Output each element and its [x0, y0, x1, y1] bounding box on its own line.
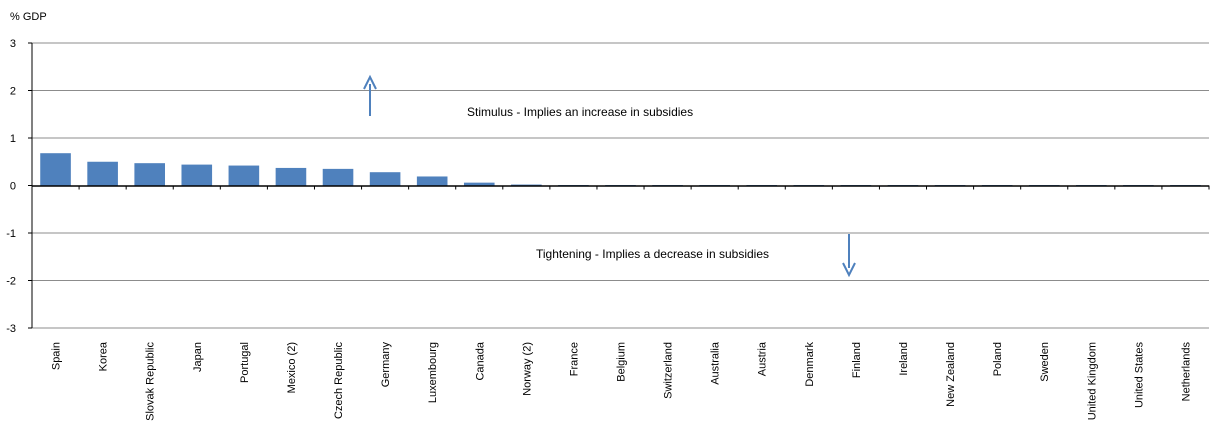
y-tick-label: -1 — [6, 228, 16, 240]
bar — [181, 164, 213, 186]
x-tick-label: United States — [1133, 342, 1145, 409]
stimulus-arrow — [363, 74, 377, 116]
bar — [416, 176, 448, 186]
y-axis-ticks: 3 2 1 0 -1 -2 -3 — [6, 38, 32, 335]
x-tick-label: Belgium — [616, 342, 628, 382]
stimulus-annotation: Stimulus - Implies an increase in subsid… — [467, 105, 693, 119]
x-tick-label: Switzerland — [663, 342, 675, 399]
tightening-annotation: Tightening - Implies a decrease in subsi… — [536, 247, 769, 261]
bar — [369, 172, 401, 186]
y-tick-label: -3 — [6, 323, 16, 335]
y-axis-unit-label: % GDP — [10, 11, 47, 23]
bar — [322, 168, 354, 186]
bar — [463, 182, 495, 186]
x-tick-label: Netherlands — [1180, 342, 1192, 402]
tightening-arrow — [842, 234, 856, 278]
x-tick-label: Japan — [192, 342, 204, 372]
x-tick-label: Canada — [474, 341, 486, 380]
y-tick-label: 3 — [10, 38, 16, 50]
y-tick-label: 2 — [10, 86, 16, 98]
x-tick-label: Sweden — [1039, 342, 1051, 382]
bar — [87, 161, 118, 186]
x-tick-label: Korea — [98, 341, 110, 371]
x-tick-label: Poland — [992, 342, 1004, 376]
x-axis-labels: Spain Korea Slovak Republic Japan Portugal Me… — [51, 185, 1210, 421]
x-tick-label: Germany — [380, 342, 392, 388]
x-tick-label: France — [568, 342, 580, 376]
x-tick-label: Norway (2) — [521, 342, 533, 396]
x-tick-label: Slovak Republic — [145, 342, 157, 421]
x-tick-label: Spain — [51, 342, 63, 370]
bars — [40, 153, 1201, 186]
bar — [275, 167, 307, 186]
bar — [511, 184, 542, 186]
y-tick-label: -2 — [6, 276, 16, 288]
x-tick-label: Czech Republic — [333, 342, 345, 420]
x-tick-label: Denmark — [804, 342, 816, 387]
bar — [228, 165, 260, 186]
x-tick-label: Finland — [851, 342, 863, 378]
x-tick-label: Mexico (2) — [286, 342, 298, 393]
x-tick-label: Australia — [710, 341, 722, 385]
x-tick-label: Ireland — [898, 342, 910, 376]
bar — [40, 153, 71, 186]
y-tick-label: 0 — [10, 181, 16, 193]
x-tick-label: Luxembourg — [427, 342, 439, 403]
y-tick-label: 1 — [10, 133, 16, 145]
x-tick-label: United Kingdom — [1086, 342, 1098, 420]
x-tick-label: Austria — [757, 341, 769, 376]
x-tick-label: New Zealand — [945, 342, 957, 407]
gridlines — [32, 42, 1209, 329]
bar — [134, 163, 166, 186]
x-tick-label: Portugal — [239, 342, 251, 383]
